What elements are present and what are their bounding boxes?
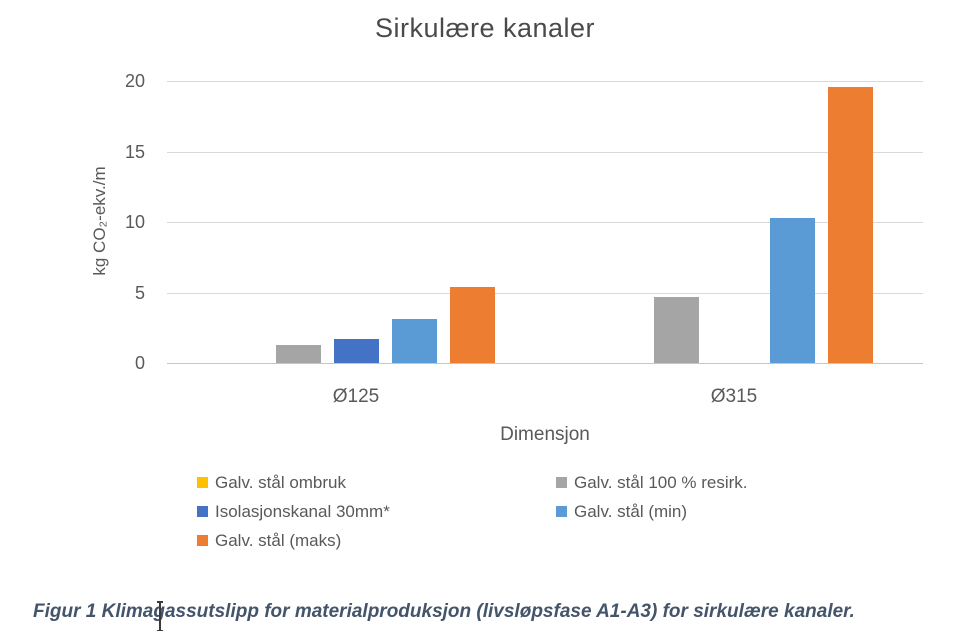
gridline: [167, 151, 923, 153]
text-cursor-icon: [157, 601, 163, 631]
legend-marker-icon: [197, 535, 208, 546]
x-category-labels: Ø125 Ø315: [167, 386, 923, 408]
y-tick-label: 5: [134, 282, 145, 303]
y-tick-label: 15: [124, 141, 145, 162]
gridline: [167, 81, 923, 82]
x-axis-line: [167, 363, 923, 364]
gridline: [167, 292, 923, 294]
bar: [653, 296, 699, 363]
chart-title: Sirkulære kanaler: [374, 13, 596, 43]
legend-marker-icon: [197, 506, 208, 517]
legend-item: Galv. stål (maks): [197, 529, 556, 552]
legend-item: Galv. stål ombruk: [197, 471, 556, 494]
y-tick-label: 10: [124, 212, 145, 232]
chart-legend: Galv. stål ombruk Galv. stål 100 % resirk…: [197, 471, 748, 552]
legend-label: Galv. stål ombruk: [215, 472, 347, 492]
legend-label: Galv. stål (maks): [215, 530, 342, 550]
legend-item: Galv. stål (min): [556, 500, 748, 523]
bar: [391, 319, 437, 363]
gridline: [167, 222, 923, 223]
y-axis-title: kg CO₂-ekv./m: [90, 166, 109, 276]
bar: [449, 286, 495, 363]
figure-caption: Figur 1 Klimagassutslipp for materialpro…: [33, 601, 933, 623]
y-tick-label: 0: [134, 353, 145, 373]
x-axis-title: Dimensjon: [500, 424, 590, 445]
legend-item: Isolasjonskanal 30mm*: [197, 500, 556, 523]
legend-label: Isolasjonskanal 30mm*: [215, 501, 390, 521]
figure-caption-text: Figur 1 Klimagassutslipp for materialpro…: [33, 601, 855, 622]
x-category-label: Ø125: [332, 386, 380, 407]
bar: [333, 339, 379, 363]
legend-label: Galv. stål (min): [574, 501, 688, 521]
legend-marker-icon: [197, 477, 208, 488]
x-category-label: Ø315: [710, 386, 758, 407]
y-tick-label: 20: [124, 71, 145, 91]
legend-marker-icon: [556, 506, 567, 517]
legend-marker-icon: [556, 477, 567, 488]
bar-group-Ø125: [167, 81, 545, 363]
bar: [769, 217, 815, 363]
legend-label: Galv. stål 100 % resirk.: [574, 472, 748, 492]
bar: [827, 86, 873, 363]
bar-group-Ø315: [545, 81, 923, 363]
bar: [275, 344, 321, 363]
legend-item: Galv. stål 100 % resirk.: [556, 471, 748, 494]
plot-area: 0 5 10 15 20: [125, 72, 923, 372]
